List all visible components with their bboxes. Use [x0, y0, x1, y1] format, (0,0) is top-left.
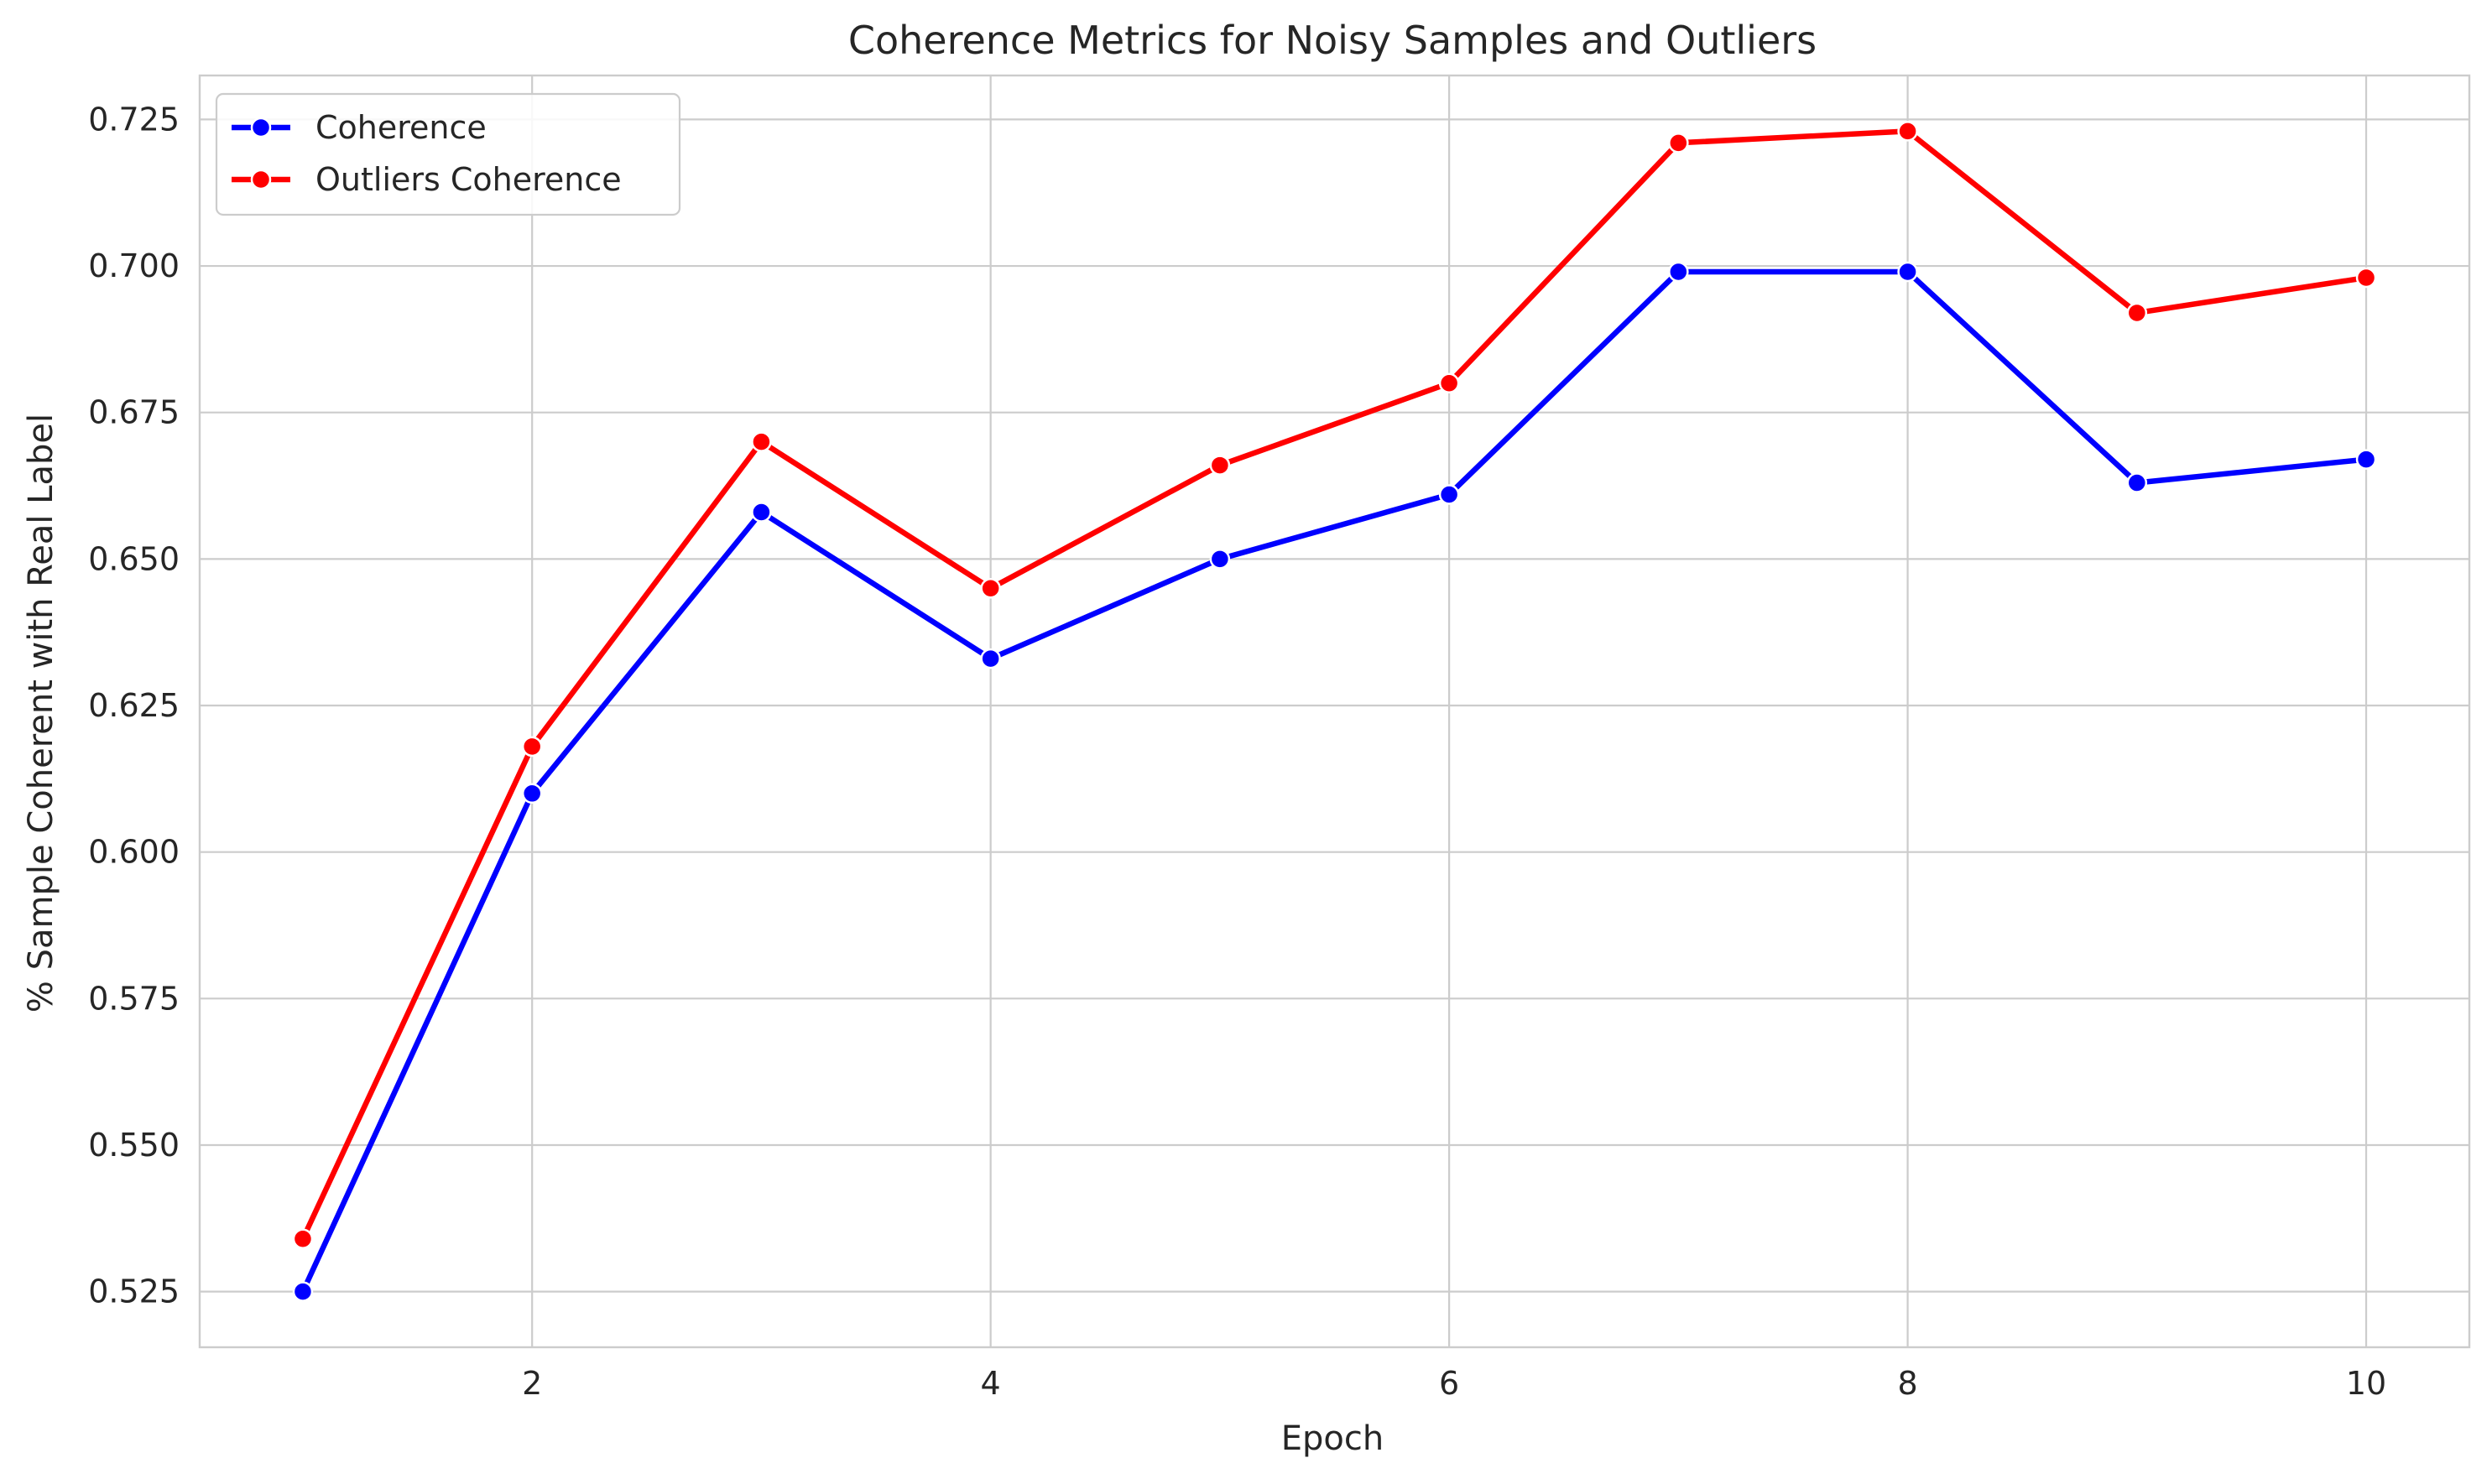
- series-layer: [292, 121, 2377, 1302]
- coherence-point: [292, 1281, 314, 1302]
- legend-box: [215, 92, 681, 216]
- x-tick-label: 10: [2346, 1365, 2386, 1402]
- y-tick-label: 0.650: [88, 540, 180, 577]
- coherence-point: [1668, 261, 1689, 283]
- coherence-point: [521, 783, 543, 804]
- x-tick-label: 6: [1439, 1365, 1459, 1402]
- coherence-line: [300, 268, 2369, 1294]
- outliers-coherence-point: [751, 431, 772, 452]
- chart-title: Coherence Metrics for Noisy Samples and …: [848, 18, 1817, 63]
- coherence-legend-label: Coherence: [315, 109, 487, 146]
- outliers-coherence-point: [1668, 133, 1689, 154]
- coherence-point: [2355, 449, 2377, 470]
- plot-frame: [198, 74, 2471, 1349]
- outliers-coherence-point: [2126, 302, 2148, 324]
- x-tick-label: 4: [981, 1365, 1001, 1402]
- outliers-coherence-legend-label: Outliers Coherence: [315, 161, 622, 198]
- outliers-coherence-point: [1209, 455, 1231, 476]
- outliers-coherence-point: [1438, 372, 1460, 394]
- x-tick-label: 2: [522, 1365, 542, 1402]
- coherence-point: [1438, 484, 1460, 505]
- outliers-coherence-point: [292, 1228, 314, 1250]
- coherence-point: [2126, 472, 2148, 493]
- outliers-coherence-point: [521, 736, 543, 758]
- y-tick-label: 0.525: [88, 1273, 180, 1310]
- y-tick-label: 0.625: [88, 687, 180, 724]
- outliers-coherence-line: [300, 128, 2369, 1242]
- coherence-point: [1209, 549, 1231, 570]
- x-axis-label: Epoch: [1281, 1419, 1384, 1458]
- coherence-point: [980, 648, 1001, 669]
- y-tick-label: 0.725: [88, 101, 180, 138]
- y-tick-label: 0.675: [88, 394, 180, 431]
- y-tick-label: 0.600: [88, 834, 180, 871]
- coherence-point: [1897, 261, 1918, 283]
- outliers-coherence-legend-marker: [250, 169, 272, 190]
- legend: Coherence Outliers Coherence: [215, 92, 681, 216]
- grid-layer: [200, 76, 2469, 1347]
- outliers-coherence-point: [1897, 121, 1918, 142]
- outliers-coherence-point: [2355, 267, 2377, 289]
- outliers-coherence-point: [980, 578, 1001, 599]
- y-tick-label: 0.575: [88, 980, 180, 1017]
- x-tick-label: 8: [1897, 1365, 1917, 1402]
- y-tick-label: 0.700: [88, 247, 180, 284]
- y-tick-label: 0.550: [88, 1127, 180, 1164]
- coherence-point: [751, 502, 772, 523]
- axes-layer: 2 4 6 8 10 0.525 0.550 0.575 0.600 0.625 0.650 0.67…: [88, 74, 2471, 1402]
- y-axis-label: % Sample Coherent with Real Label: [22, 414, 60, 1013]
- coherence-legend-marker: [250, 117, 272, 138]
